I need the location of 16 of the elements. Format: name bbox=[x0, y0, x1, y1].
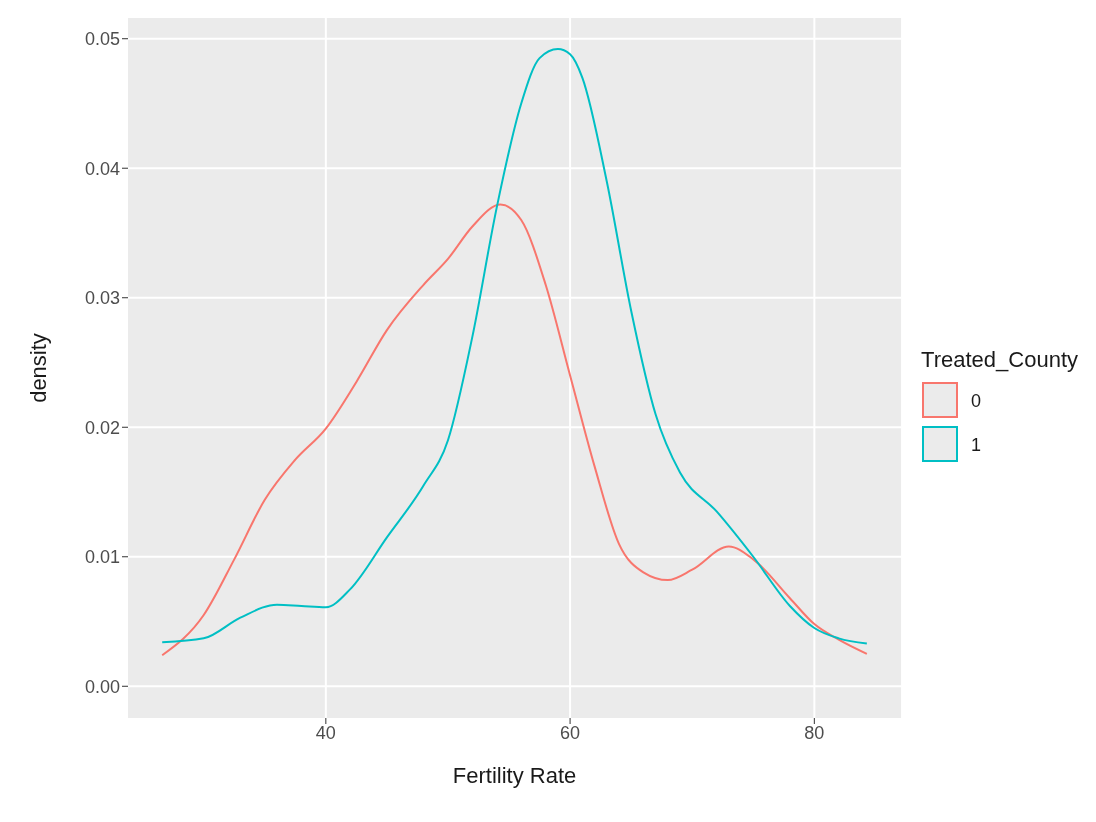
y-axis-title: density bbox=[25, 333, 51, 403]
y-tick-label: 0.04 bbox=[84, 158, 120, 179]
y-tick-label: 0.00 bbox=[84, 676, 120, 697]
legend-label: 0 bbox=[971, 390, 982, 412]
y-tick-label: 0.05 bbox=[84, 29, 120, 50]
line-series bbox=[161, 48, 868, 645]
y-tick-label: 0.01 bbox=[84, 547, 120, 568]
legend-title: Treated_County bbox=[921, 347, 1078, 373]
y-tick-label: 0.02 bbox=[84, 417, 120, 438]
x-axis-title: Fertility Rate bbox=[452, 763, 577, 788]
legend-label: 1 bbox=[971, 434, 982, 456]
y-tick-label: 0.03 bbox=[84, 288, 120, 309]
x-tick-label: 80 bbox=[804, 722, 825, 743]
x-tick-label: 60 bbox=[560, 722, 581, 743]
line-series bbox=[161, 203, 868, 657]
x-tick-label: 40 bbox=[315, 722, 336, 743]
